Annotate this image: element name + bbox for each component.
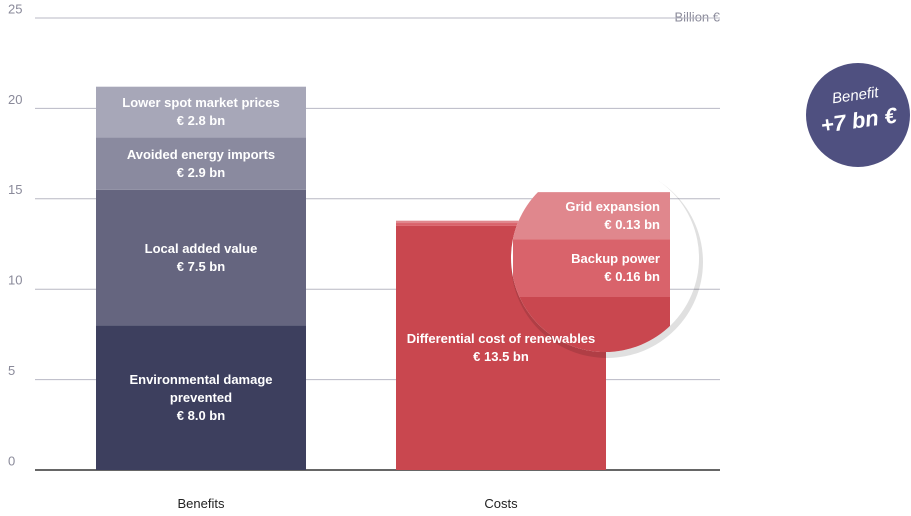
value-label: € 0.16 bn bbox=[604, 269, 660, 285]
segment-label: Environmental damage prevented € 8.0 bn bbox=[106, 371, 296, 425]
segment-name: Local added value bbox=[144, 240, 258, 256]
segment-name: Backup power bbox=[571, 251, 660, 267]
badge-text: Benefit bbox=[831, 84, 880, 107]
bar-segment bbox=[96, 325, 306, 470]
value-label: € 7.5 bn bbox=[176, 258, 226, 274]
y-tick-label: 10 bbox=[8, 273, 22, 288]
bar-segment bbox=[96, 137, 306, 190]
segment-name: Environmental damage prevented bbox=[129, 371, 273, 405]
y-tick-label: 0 bbox=[8, 453, 15, 468]
y-tick-label: 5 bbox=[8, 363, 15, 378]
segment-name: Lower spot market prices bbox=[122, 95, 280, 111]
zoom-label: Backup power € 0.16 bn bbox=[513, 250, 660, 286]
segment-label: Local added value € 7.5 bn bbox=[106, 240, 296, 276]
segment-name: Grid expansion bbox=[565, 198, 660, 214]
segment-label: Lower spot market prices € 2.8 bn bbox=[106, 94, 296, 130]
value-label: € 8.0 bn bbox=[176, 407, 226, 423]
bar-segment bbox=[396, 223, 606, 226]
zoom-segment bbox=[513, 192, 670, 240]
segment-label: Differential cost of renewables € 13.5 bn bbox=[406, 330, 596, 366]
unit-label: Billion € bbox=[674, 9, 720, 24]
y-tick-label: 25 bbox=[8, 1, 22, 16]
y-tick-label: 20 bbox=[8, 92, 22, 107]
value-label: € 2.8 bn bbox=[176, 113, 226, 129]
segment-name: Avoided energy imports bbox=[126, 146, 276, 162]
x-tick-label: Costs bbox=[484, 496, 518, 511]
badge bbox=[806, 63, 910, 167]
zoom-label: Grid expansion € 0.13 bn bbox=[513, 198, 660, 234]
zoom-segment bbox=[513, 239, 670, 297]
segment-label: Avoided energy imports € 2.9 bn bbox=[106, 146, 296, 182]
value-label: € 2.9 bn bbox=[176, 164, 226, 180]
bar-segment bbox=[396, 220, 606, 224]
value-label: € 0.13 bn bbox=[604, 216, 660, 232]
bar-segment bbox=[96, 86, 306, 138]
y-tick-label: 15 bbox=[8, 182, 22, 197]
segment-name: Differential cost of renewables bbox=[406, 330, 596, 346]
bar-segment bbox=[96, 189, 306, 326]
x-tick-label: Benefits bbox=[177, 496, 225, 511]
value-label: € 13.5 bn bbox=[473, 348, 529, 364]
